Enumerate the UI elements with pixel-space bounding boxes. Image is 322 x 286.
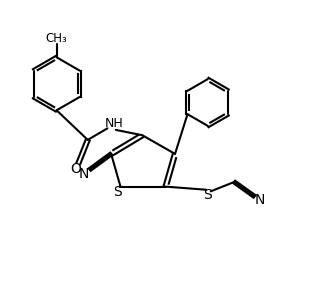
Text: CH₃: CH₃	[46, 32, 68, 45]
Text: O: O	[71, 162, 81, 176]
Text: N: N	[255, 193, 265, 207]
Text: S: S	[113, 185, 122, 199]
Text: N: N	[79, 167, 90, 181]
Text: NH: NH	[105, 117, 124, 130]
Text: S: S	[203, 188, 212, 202]
